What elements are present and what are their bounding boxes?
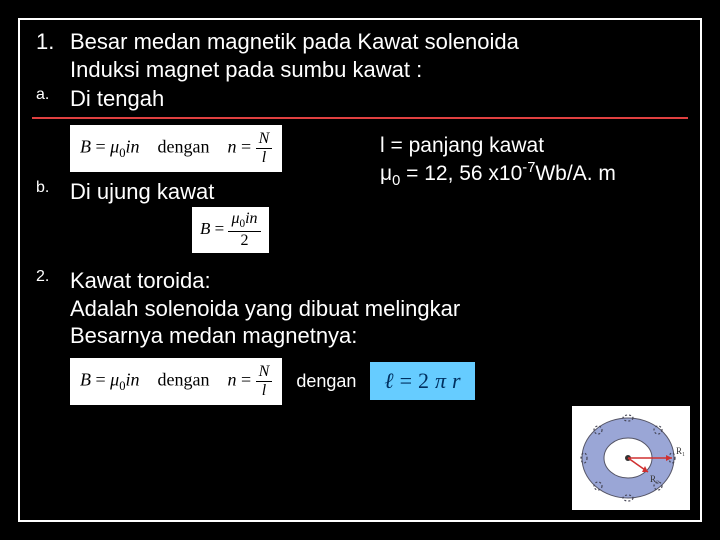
length-formula-box: ℓ = 2πr: [370, 362, 474, 400]
dengan-label: dengan: [296, 371, 356, 392]
item2-line3: Besarnya medan magnetnya:: [70, 322, 688, 350]
toroid-diagram: R₁ R₂: [572, 406, 690, 510]
item2-line2: Adalah solenoida yang dibuat melingkar: [70, 295, 688, 323]
item1-subtitle: Induksi magnet pada sumbu kawat :: [70, 56, 688, 84]
item1-title: Besar medan magnetik pada Kawat solenoid…: [70, 28, 688, 56]
svg-text:R₂: R₂: [650, 474, 659, 484]
item2-line1: Kawat toroida:: [70, 267, 688, 295]
item2-marker: 2.: [32, 267, 70, 287]
item1-marker: 1.: [32, 28, 70, 56]
note-length: l = panjang kawat: [380, 132, 616, 159]
item1a-marker: a.: [32, 85, 70, 105]
item1a-label: Di tengah: [70, 85, 688, 113]
formula-solenoid-center: B = μ0in dengan n = N l: [70, 125, 282, 172]
divider-line: [32, 117, 688, 119]
note-mu0: μ0 = 12, 56 x10-7Wb/A. m: [380, 159, 616, 191]
svg-text:R₁: R₁: [676, 446, 685, 456]
item1b-marker: b.: [32, 178, 70, 198]
formula-solenoid-end: B = μ0in 2: [192, 207, 269, 253]
formula-toroid: B = μ0in dengan n = N l: [70, 358, 282, 405]
side-notes: l = panjang kawat μ0 = 12, 56 x10-7Wb/A.…: [380, 132, 616, 192]
